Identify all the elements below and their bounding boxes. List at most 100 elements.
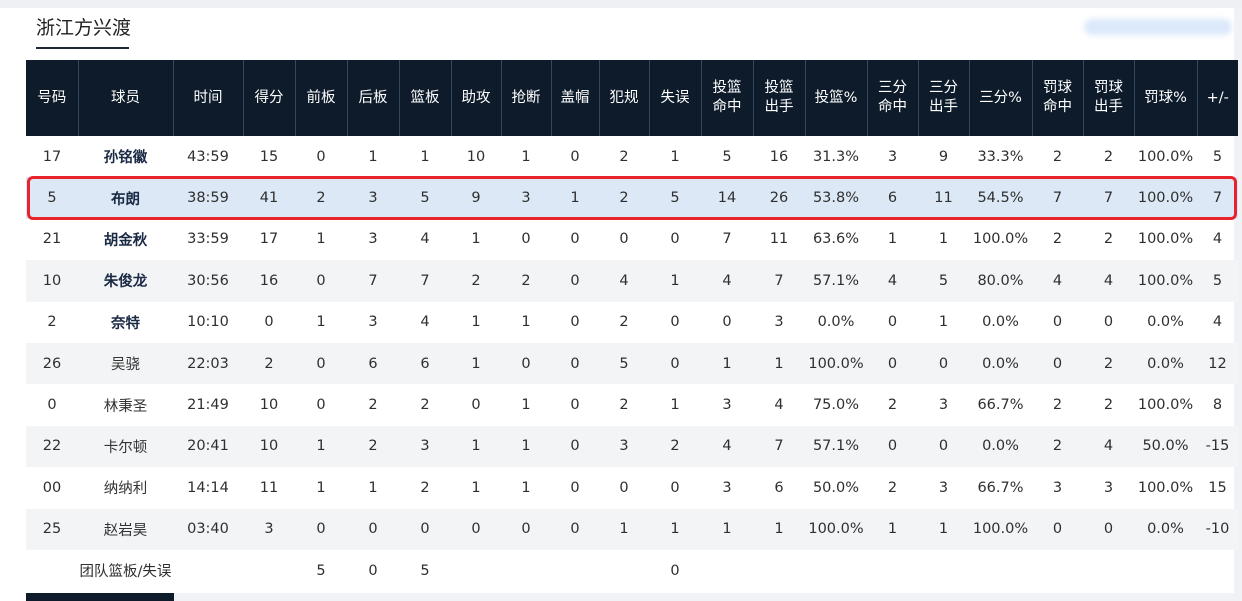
player-name[interactable]: 纳纳利 — [103, 481, 148, 498]
stat-cell: 66.7% — [977, 397, 1024, 414]
player-name[interactable]: 朱俊龙 — [78, 260, 173, 302]
stat-cell: 5 — [399, 177, 451, 219]
player-row[interactable]: 21 胡金秋 33:59 17 1 3 4 1 0 0 0 0 7 11 63.6% 1 1 100.0% 2 2 10… — [26, 219, 1238, 260]
player-row[interactable]: 26 吴骁 22:03 2 0 6 6 1 0 0 5 0 1 1 100.0% 0 0 0.0% 0 2 0.0% 12 — [26, 342, 1238, 385]
player-row[interactable]: 00 纳纳利 14:14 11 1 1 2 1 1 0 0 0 3 6 50.0% 2 3 66.7% 3 3 100.… — [26, 467, 1238, 508]
stat-cell: 9 — [451, 177, 501, 219]
stat-cell: 16 — [769, 148, 789, 165]
column-header[interactable]: 盖帽 — [551, 60, 600, 136]
column-header[interactable]: 罚球 出手 — [1083, 60, 1135, 136]
stat-cell: 2 — [1032, 425, 1083, 468]
column-header[interactable]: 投篮 出手 — [753, 60, 806, 136]
stat-cell: 4 — [420, 231, 430, 248]
column-header[interactable]: 前板 — [295, 60, 348, 136]
player-row[interactable]: 22 卡尔顿 20:41 10 1 2 3 1 1 0 3 2 4 7 57.1% 0 0 0.0% 2 4 50.0%… — [26, 425, 1238, 468]
stat-cell: 4 — [1212, 231, 1223, 248]
stat-cell: 6 — [347, 342, 399, 385]
stat-cell: 2 — [47, 314, 57, 331]
stat-cell: 30:56 — [173, 260, 243, 302]
column-header[interactable]: 篮板 — [399, 60, 452, 136]
box-score-table: 号码 球员 时间 得分 前板 后板 篮板 助攻 抢断 盖帽 犯规 失误 投篮 命中 投篮 出手 投篮% 三分 命中三… — [26, 60, 1238, 591]
stat-cell: 1 — [670, 397, 680, 414]
stat-cell: 31.3% — [812, 148, 860, 165]
column-header[interactable]: 投篮 命中 — [701, 60, 754, 136]
stat-cell: 0 — [570, 231, 580, 248]
stat-cell: 2 — [243, 342, 295, 385]
column-header-text: 罚球 — [1043, 80, 1072, 96]
player-name[interactable]: 布朗 — [78, 177, 173, 219]
player-name[interactable]: 孙铭徽 — [103, 150, 148, 167]
stat-cell: 2 — [599, 177, 649, 219]
column-header[interactable]: 犯规 — [599, 60, 650, 136]
stat-cell: 2 — [619, 314, 629, 331]
column-header-text: 出手 — [764, 99, 794, 115]
team-tab[interactable]: 浙江方兴渡 — [36, 16, 131, 50]
player-row[interactable]: 10 朱俊龙 30:56 16 0 7 7 2 2 0 4 1 4 7 57.1% 4 5 80.0% 4 4 100.… — [26, 260, 1238, 302]
player-row[interactable]: 2 奈特 10:10 0 1 3 4 1 1 0 2 0 0 3 0.0% 0 1 0.0% 0 0 0.0% 4 — [26, 302, 1238, 343]
stat-cell: 1 — [521, 148, 531, 165]
stat-cell: 0 — [887, 314, 898, 331]
stat-cell: 2 — [1052, 397, 1063, 414]
stat-cell: 14:14 — [187, 479, 229, 496]
stat-cell: 3 — [368, 314, 378, 331]
stat-cell: 7 — [753, 425, 805, 468]
column-header[interactable]: 抢断 — [501, 60, 552, 136]
empty-cell — [1032, 550, 1083, 591]
scrollbar-track[interactable] — [1234, 8, 1242, 601]
column-header[interactable]: 后板 — [347, 60, 400, 136]
stat-cell: 21:49 — [187, 397, 229, 414]
stat-cell: 50.0% — [812, 479, 860, 496]
column-header[interactable]: 三分 命中 — [867, 60, 919, 136]
column-header-text: 出手 — [1094, 99, 1123, 115]
table-header-row: 号码 球员 时间 得分 前板 后板 篮板 助攻 抢断 盖帽 犯规 失误 投篮 命中 投篮 出手 投篮% 三分 命中三… — [26, 60, 1238, 136]
player-row[interactable]: 0 林秉圣 21:49 10 0 2 2 0 1 0 2 1 3 4 75.0% 2 3 66.7% 2 2 100.0… — [26, 384, 1238, 425]
column-header[interactable]: 失误 — [649, 60, 702, 136]
stat-cell: 0 — [551, 508, 599, 550]
column-header[interactable]: 助攻 — [451, 60, 502, 136]
empty-cell — [501, 550, 551, 591]
blurred-link[interactable] — [1084, 19, 1232, 35]
column-header[interactable]: 号码 — [26, 60, 79, 136]
stat-cell: 2 — [887, 479, 898, 496]
column-header[interactable]: 罚球% — [1134, 60, 1198, 136]
stat-cell: 1 — [649, 508, 701, 550]
stat-cell: 10 — [466, 148, 486, 165]
stat-cell: 1 — [471, 314, 481, 331]
stat-cell: 0 — [570, 314, 580, 331]
player-row[interactable]: 5 布朗 38:59 41 2 3 5 9 3 1 2 5 14 26 53.8% 6 11 54.5% 7 7 100… — [26, 177, 1238, 219]
stat-cell: 3 — [887, 148, 898, 165]
stat-cell: 0 — [1103, 314, 1114, 331]
stat-cell: 4 — [867, 260, 918, 302]
player-row[interactable]: 25 赵岩昊 03:40 3 0 0 0 0 0 0 1 1 1 1 100.0% 1 1 100.0% 0 0 0.0… — [26, 508, 1238, 550]
column-header-text: 时间 — [193, 89, 223, 106]
player-name[interactable]: 林秉圣 — [103, 398, 148, 415]
stat-cell: 03:40 — [173, 508, 243, 550]
player-name[interactable]: 卡尔顿 — [78, 425, 173, 468]
column-header[interactable]: 球员 — [78, 60, 174, 136]
column-header[interactable]: 时间 — [173, 60, 244, 136]
column-header[interactable]: +/- — [1197, 60, 1238, 136]
player-name[interactable]: 奈特 — [111, 315, 140, 332]
empty-cell — [243, 550, 295, 591]
stat-cell: 0 — [264, 314, 274, 331]
column-header[interactable]: 得分 — [243, 60, 296, 136]
player-name[interactable]: 赵岩昊 — [78, 508, 173, 550]
empty-cell — [1083, 550, 1134, 591]
stat-cell: 1 — [649, 260, 701, 302]
player-name[interactable]: 吴骁 — [78, 342, 173, 385]
column-header[interactable]: 三分% — [969, 60, 1033, 136]
column-header[interactable]: 罚球 命中 — [1032, 60, 1084, 136]
stat-cell: 3 — [722, 397, 732, 414]
column-header[interactable]: 投篮% — [805, 60, 868, 136]
player-name[interactable]: 胡金秋 — [103, 232, 148, 249]
stat-cell: 8 — [1212, 397, 1223, 414]
stat-cell: 1 — [295, 425, 347, 468]
stat-cell: 100.0% — [969, 508, 1032, 550]
stat-cell: 1 — [521, 314, 531, 331]
stat-cell: 33:59 — [187, 231, 229, 248]
stat-cell: 6 — [399, 342, 451, 385]
stat-cell: 2 — [1052, 148, 1063, 165]
column-header[interactable]: 三分 出手 — [918, 60, 970, 136]
stat-cell: 0 — [570, 397, 580, 414]
player-row[interactable]: 17 孙铭徽 43:59 15 0 1 1 10 1 0 2 1 5 16 31.3% 3 9 33.3% 2 2 10… — [26, 136, 1238, 177]
